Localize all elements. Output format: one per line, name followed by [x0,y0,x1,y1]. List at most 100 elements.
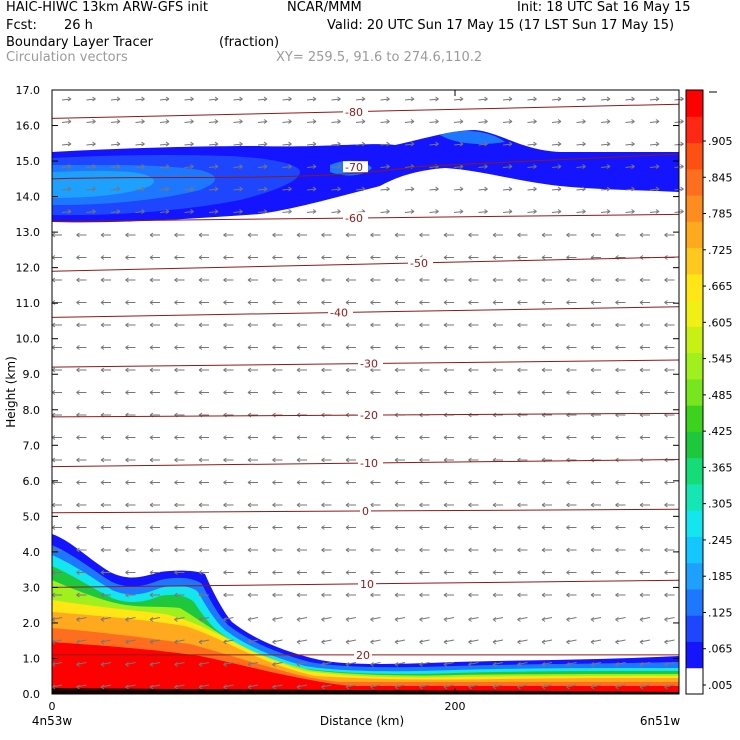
wind-vector [76,300,87,305]
wind-vector [345,502,356,508]
wind-vector [566,570,577,575]
wind-vector [590,390,601,395]
wind-vector [247,300,258,305]
wind-vector [100,662,112,667]
wind-vector [345,232,356,238]
wind-vector [566,300,577,305]
wind-vector [443,277,454,283]
wind-vector [590,345,601,350]
wind-vector [404,119,415,124]
wind-vector [664,684,675,690]
wind-vector [184,164,194,169]
wind-vector [125,300,136,305]
wind-vector [296,639,308,645]
wind-vector [223,390,234,395]
wind-vector [125,435,136,440]
wind-vector [419,390,430,395]
wind-vector [664,300,675,305]
wind-vector [272,592,283,598]
wind-vector [639,547,650,553]
wind-vector [223,662,234,667]
wind-vector [664,525,675,530]
wind-vector [296,232,307,238]
y-tick-label: 7.0 [23,439,41,452]
wind-vector [272,639,283,645]
wind-vector [125,662,136,667]
contour-label-bg [358,577,376,589]
wind-vector [664,592,675,598]
wind-vector [174,547,185,553]
wind-vector [296,480,307,485]
wind-vector [551,186,562,192]
wind-vector [625,164,635,169]
wind-vector [184,186,194,192]
wind-vector [615,662,626,667]
wind-vector [257,119,268,124]
wind-vector [174,570,185,575]
temperature-contour [51,306,680,318]
colorbar-label: .305 [708,498,733,511]
wind-vector [51,367,62,373]
wind-vector [517,277,528,283]
wind-vector [321,277,332,283]
wind-vector [296,570,307,575]
wind-vector [600,96,611,102]
wind-vector [296,367,307,373]
wind-vector [296,502,307,508]
wind-vector [125,547,136,553]
wind-vector [296,277,307,283]
wind-vector [306,96,317,102]
wind-vector [443,300,454,305]
wind-vector [419,617,430,622]
wind-vector [664,570,675,575]
wind-vector [208,119,219,124]
y-tick-label: 11.0 [16,297,41,310]
contour-label: 20 [356,649,370,662]
wind-vector [615,570,626,575]
wind-vector [321,592,332,598]
colorbar-swatch [686,142,703,170]
wind-vector [527,164,537,169]
wind-vector [125,617,136,622]
colorbar-swatch [686,221,703,249]
wind-vector [247,547,258,553]
temperature-contour [51,256,680,272]
colorbar-label: .725 [708,244,733,257]
wind-vector [664,547,675,553]
wind-vector [615,255,626,260]
wind-vector [419,570,430,575]
wind-vector [492,390,503,395]
wind-vector [184,141,194,147]
wind-vector [125,592,136,598]
wind-vector [664,617,675,622]
wind-vector [125,639,136,645]
wind-vector [453,141,464,147]
wind-vector [233,164,243,169]
wind-vector [223,639,234,645]
wind-vector [247,480,258,485]
wind-vector [453,96,464,102]
wind-vector [394,525,405,530]
wind-vector [272,457,283,463]
wind-vector [100,684,112,690]
wind-vector [492,322,503,328]
wind-vector [370,232,381,238]
wind-vector [492,480,503,485]
wind-vector [76,435,87,440]
wind-vector [502,96,513,102]
y-tick-label: 15.0 [16,155,41,168]
wind-vector [76,662,87,667]
wind-vector [223,547,234,553]
wind-vector [639,502,650,508]
wind-vector [429,141,439,147]
wind-vector [664,480,675,485]
wind-vector [331,96,341,102]
wind-vector [76,547,87,553]
org-label: NCAR/MMM [287,0,362,15]
wind-vector [639,525,650,530]
x-axis-label: Distance (km) [320,714,404,728]
wind-vector [419,435,430,440]
wind-vector [394,502,405,508]
wind-vector [380,164,390,169]
wind-vector [110,186,121,192]
